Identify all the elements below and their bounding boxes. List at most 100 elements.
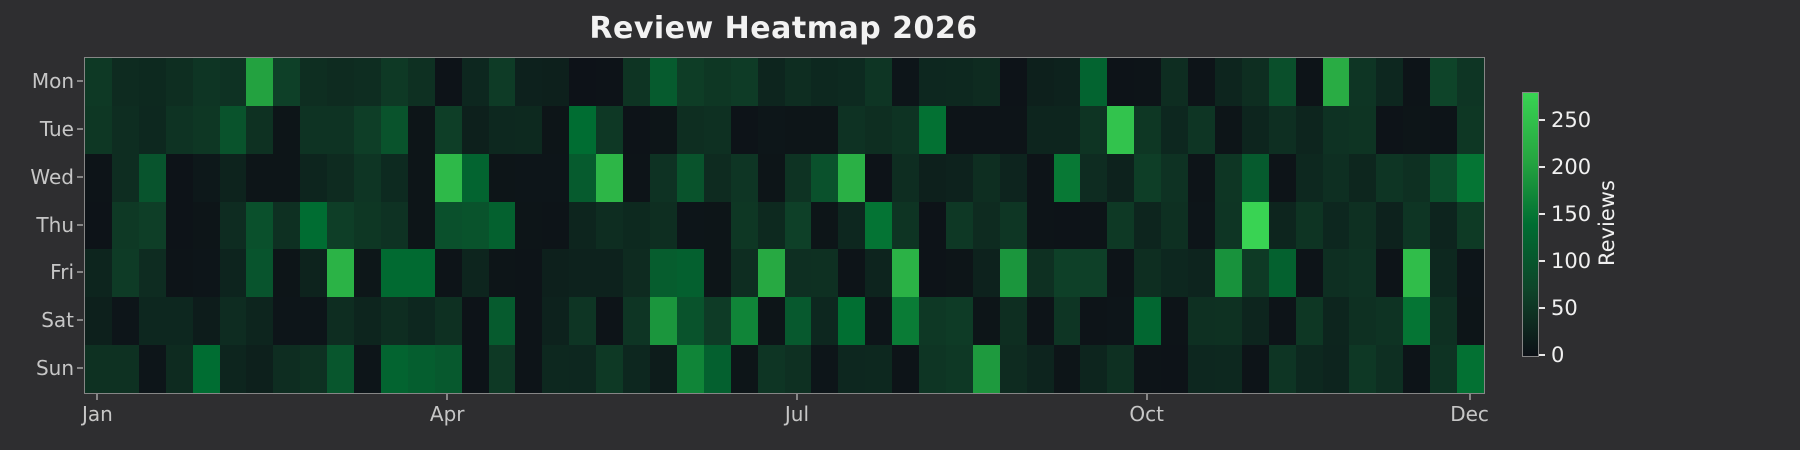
heatmap-cell	[434, 153, 462, 202]
heatmap-cell	[569, 297, 597, 346]
heatmap-cell	[1134, 153, 1162, 202]
heatmap-cell	[1161, 201, 1189, 250]
heatmap-cell	[1053, 58, 1081, 106]
heatmap-cell	[1403, 105, 1431, 154]
heatmap-cell	[138, 201, 166, 250]
heatmap-cell	[542, 153, 570, 202]
heatmap-cell	[111, 58, 139, 106]
heatmap-cell	[327, 201, 355, 250]
heatmap-cell	[1268, 201, 1296, 250]
heatmap-cell	[407, 105, 435, 154]
heatmap-cell	[1134, 345, 1162, 393]
heatmap-cell	[596, 249, 624, 298]
heatmap-cell	[1188, 153, 1215, 202]
heatmap-cell	[919, 153, 946, 202]
heatmap-cell	[1161, 249, 1189, 298]
heatmap-cell	[919, 58, 946, 106]
heatmap-cell	[300, 297, 328, 346]
heatmap-cell	[1322, 105, 1350, 154]
heatmap-cell	[730, 58, 758, 106]
heatmap-cell	[434, 201, 462, 250]
heatmap-cell	[892, 201, 920, 250]
heatmap-cell	[757, 58, 785, 106]
heatmap-cell	[1188, 58, 1215, 106]
heatmap-cell	[1241, 105, 1269, 154]
heatmap-cell	[892, 297, 920, 346]
heatmap-cell	[461, 297, 489, 346]
heatmap-cell	[730, 345, 758, 393]
heatmap-cell	[1188, 297, 1215, 346]
heatmap-cell	[865, 58, 893, 106]
heatmap-cell	[407, 58, 435, 106]
heatmap-cell	[461, 345, 489, 393]
heatmap-cell	[784, 105, 812, 154]
heatmap-cell	[945, 249, 973, 298]
colorbar-tick-label: 150	[1551, 202, 1592, 227]
heatmap-cell	[569, 345, 597, 393]
heatmap-cell	[865, 345, 893, 393]
heatmap-cell	[515, 153, 543, 202]
heatmap-cell	[1376, 297, 1404, 346]
heatmap-cell	[192, 297, 220, 346]
heatmap-cell	[1295, 58, 1323, 106]
y-tick-label: Sat	[41, 308, 74, 333]
heatmap-cell	[1080, 201, 1108, 250]
y-tick-label: Fri	[50, 260, 74, 285]
heatmap-cell	[434, 297, 462, 346]
heatmap-cell	[649, 297, 677, 346]
colorbar-tick-mark	[1539, 354, 1545, 356]
heatmap-cell	[542, 297, 570, 346]
heatmap-cell	[811, 58, 839, 106]
heatmap-cell	[649, 249, 677, 298]
heatmap-cell	[919, 201, 946, 250]
heatmap-cell	[784, 345, 812, 393]
colorbar-tick-mark	[1539, 260, 1545, 263]
heatmap-cell	[623, 153, 650, 202]
heatmap-cell	[569, 105, 597, 154]
heatmap-cell	[865, 201, 893, 250]
x-tick-label: Jan	[82, 402, 113, 426]
heatmap-cell	[219, 249, 247, 298]
heatmap-cell	[273, 345, 301, 393]
heatmap-cell	[1107, 249, 1135, 298]
heatmap-cell	[1457, 345, 1484, 393]
heatmap-cell	[569, 249, 597, 298]
heatmap-cell	[1107, 201, 1135, 250]
heatmap-cell	[1457, 249, 1484, 298]
heatmap-cell	[1268, 345, 1296, 393]
heatmap-cell	[1295, 201, 1323, 250]
heatmap-cell	[569, 58, 597, 106]
heatmap-cell	[945, 297, 973, 346]
heatmap-cell	[999, 201, 1027, 250]
heatmap-cell	[596, 153, 624, 202]
heatmap-cell	[1080, 249, 1108, 298]
heatmap-cell	[1349, 58, 1377, 106]
heatmap-cell	[865, 105, 893, 154]
heatmap-cell	[1457, 153, 1484, 202]
heatmap-cell	[757, 105, 785, 154]
heatmap-cell	[1268, 58, 1296, 106]
heatmap-cell	[1295, 297, 1323, 346]
heatmap-cell	[1080, 297, 1108, 346]
heatmap-cell	[784, 297, 812, 346]
heatmap-cell	[85, 249, 112, 298]
heatmap-cell	[838, 105, 866, 154]
x-tick-mark	[1468, 393, 1471, 400]
heatmap-cell	[1322, 58, 1350, 106]
chart-title: Review Heatmap 2026	[589, 11, 978, 46]
heatmap-cell	[461, 201, 489, 250]
heatmap-cell	[1430, 58, 1458, 106]
heatmap-cell	[138, 105, 166, 154]
heatmap-cell	[1053, 249, 1081, 298]
heatmap-cell	[515, 249, 543, 298]
heatmap-cell	[649, 105, 677, 154]
heatmap-cell	[703, 297, 731, 346]
heatmap-cell	[273, 249, 301, 298]
heatmap-cell	[1188, 105, 1215, 154]
heatmap-cell	[676, 249, 704, 298]
heatmap-cell	[676, 105, 704, 154]
heatmap-cell	[892, 345, 920, 393]
heatmap-cell	[1134, 249, 1162, 298]
heatmap-cell	[246, 58, 274, 106]
y-tick-label: Mon	[31, 68, 74, 93]
